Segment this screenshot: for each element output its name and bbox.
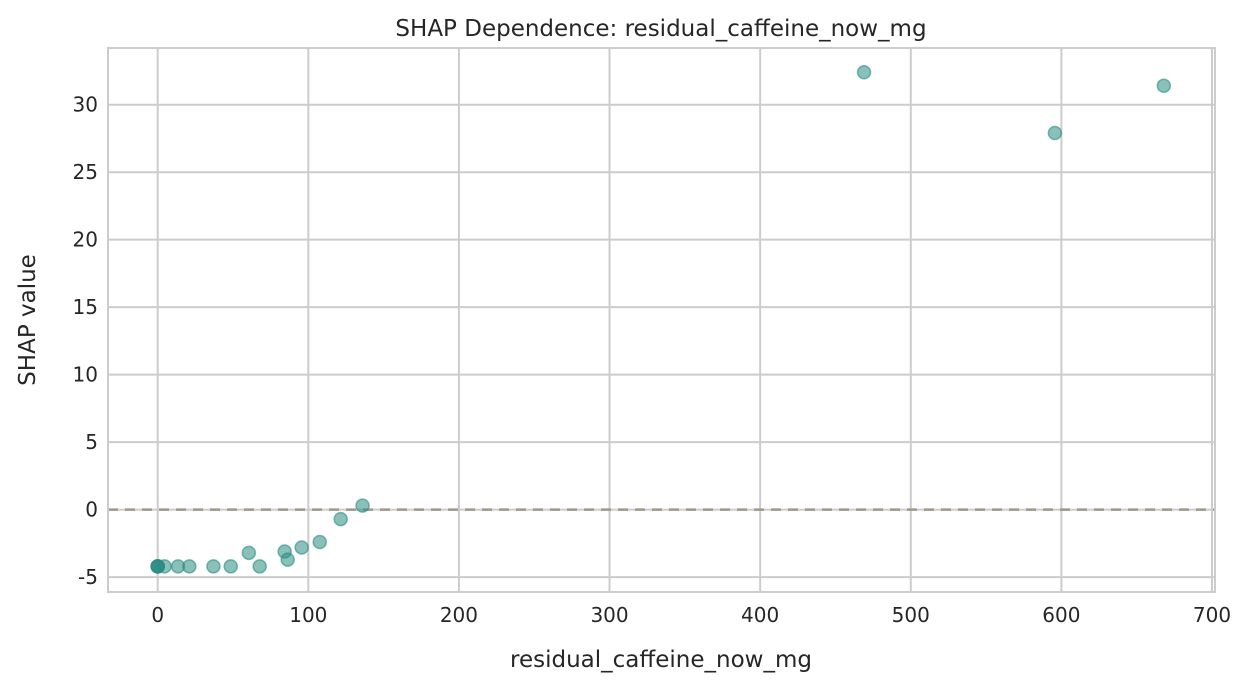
x-axis-label: residual_caffeine_now_mg — [510, 647, 812, 673]
x-tick-label: 400 — [741, 603, 779, 627]
scatter-point — [182, 559, 197, 574]
scatter-point — [241, 545, 257, 561]
x-tick-label: 600 — [1042, 603, 1080, 627]
scatter-point — [206, 559, 221, 574]
scatter-point — [157, 559, 172, 574]
x-tick-label: 200 — [440, 603, 478, 627]
chart-title: SHAP Dependence: residual_caffeine_now_m… — [395, 16, 926, 42]
x-tick-label: 500 — [892, 603, 930, 627]
y-tick-label: 5 — [85, 430, 98, 454]
y-tick-label: 30 — [73, 93, 98, 117]
y-tick-label: 20 — [73, 228, 98, 252]
scatter-point — [333, 511, 348, 527]
scatter-point — [223, 559, 238, 574]
x-tick-label: 300 — [590, 603, 628, 627]
scatter-point — [312, 534, 328, 550]
plot-frame — [107, 47, 1216, 593]
x-tick-label: 0 — [151, 603, 164, 627]
scatter-point — [856, 65, 872, 80]
scatter-point — [1047, 125, 1063, 141]
scatter-point — [1156, 78, 1172, 94]
y-axis-label: SHAP value — [15, 254, 41, 386]
x-tick-label: 700 — [1193, 603, 1231, 627]
scatter-point — [294, 540, 309, 555]
scatter-point — [252, 559, 267, 574]
x-tick-label: 100 — [289, 603, 327, 627]
scatter-point — [280, 552, 295, 567]
y-tick-label: 25 — [73, 160, 98, 184]
y-tick-label: 10 — [73, 363, 98, 387]
y-tick-label: 15 — [73, 295, 98, 319]
y-tick-label: 0 — [85, 498, 98, 522]
scatter-point — [355, 498, 370, 513]
y-tick-label: -5 — [78, 565, 98, 589]
